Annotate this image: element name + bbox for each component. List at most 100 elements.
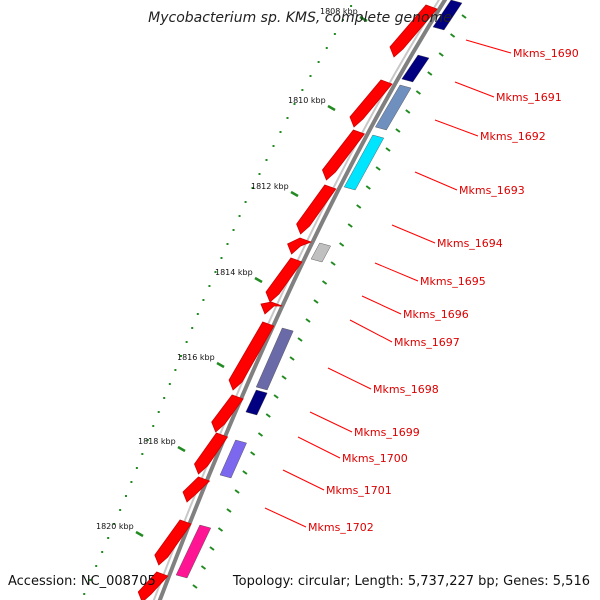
inner-tick [200,565,207,570]
kbp-tick [254,276,263,284]
inner-tick [289,356,295,361]
gene-leader-line [361,295,402,315]
gene-leader-line [309,411,353,433]
kbp-label: 1812 kbp [251,182,289,191]
gene-labels: Mkms_1690 Mkms_1691 Mkms_1692 Mkms_1693 Mkms… [264,39,579,534]
tick-dot [232,229,235,231]
inner-tick [209,546,215,551]
kbp-tick [359,15,368,23]
reverse-gene-block [401,54,430,83]
inner-tick [461,14,467,19]
inner-tick [273,394,279,399]
tick-dot [350,5,353,7]
forward-gene-arrow [296,184,337,235]
forward-gene-arrow [260,301,283,315]
inner-tick [297,337,303,342]
inner-tick [415,90,421,95]
topology-summary: Topology: circular; Length: 5,737,227 bp… [232,574,590,589]
forward-gene-arrow [321,129,366,181]
inner-tick [427,71,433,76]
tick-dot [333,33,336,35]
tick-dot [174,369,177,371]
forward-gene-arrow [211,394,244,433]
inner-tick [395,128,401,133]
reverse-gene-block [310,242,331,263]
tick-dot [309,75,312,77]
inner-tick [250,451,256,456]
forward-gene-arrow [182,476,211,503]
inner-tick [226,508,232,513]
tick-dots [83,5,353,595]
tick-dot [214,271,217,273]
forward-gene-arrow [349,79,393,128]
tick-dot [83,593,86,595]
inner-tick [347,223,353,228]
tick-dot [191,327,194,329]
forward-gene-arrow [154,519,192,566]
tick-dot [146,439,149,441]
tick-dot [226,243,229,245]
gene-label: Mkms_1702 [308,521,374,534]
tick-dot [220,257,223,259]
inner-tick [234,489,240,494]
gene-label: Mkms_1693 [459,184,525,197]
gene-leader-line [391,224,436,244]
reverse-gene-block [343,134,385,191]
gene-label: Mkms_1699 [354,426,420,439]
inner-tick [305,318,311,323]
reverse-gene-block [255,327,294,391]
tick-dot [202,299,205,301]
inner-tick [375,166,381,171]
tick-dot [317,61,320,63]
gene-label: Mkms_1697 [394,336,460,349]
inner-tick [313,299,319,304]
gene-leader-line [264,507,307,528]
tick-dot [244,201,247,203]
kbp-label: 1816 kbp [177,353,215,362]
tick-dot [258,173,261,175]
gene-leader-line [349,319,393,343]
inner-tick [281,375,287,380]
forward-gene-arrow [389,4,438,58]
gene-label: Mkms_1691 [496,91,562,104]
tick-dot [325,47,328,49]
kbp-label: 1818 kbp [138,437,176,446]
kbp-tick [135,530,144,538]
gene-leader-line [465,39,512,54]
gene-label: Mkms_1695 [420,275,486,288]
gene-leader-line [374,262,419,282]
forward-gene-arrow [137,571,169,600]
kbp-tick [290,190,299,198]
kbp-scale: 1808 kbp 1810 kbp 1812 kbp 1814 kbp 1816 kbp… [96,7,368,538]
reverse-gene-block [245,389,268,416]
tick-dot [168,383,171,385]
inner-tick [257,432,264,437]
kbp-tick [327,104,336,112]
forward-gene-arrow [287,237,313,255]
gene-leader-line [297,436,341,459]
tick-dot [163,397,166,399]
map-title: Mycobacterium sp. KMS, complete genome [148,10,452,26]
tick-dot [301,89,304,91]
inner-tick [330,261,336,266]
tick-dot [251,187,254,189]
tick-dot [152,425,155,427]
inner-tick [365,185,371,190]
forward-gene-arrow [194,432,229,475]
tick-dot [101,551,104,553]
kbp-label: 1820 kbp [96,522,134,531]
reverse-strand-genes [175,0,463,579]
gene-label: Mkms_1690 [513,47,579,60]
forward-gene-arrow [265,257,303,303]
gene-leader-line [414,171,458,191]
forward-strand-genes [137,4,438,600]
inner-tick [339,242,345,247]
gene-label: Mkms_1692 [480,130,546,143]
gene-label: Mkms_1696 [403,308,469,321]
tick-dot [286,117,289,119]
reverse-gene-block [175,524,212,579]
tick-dot [293,103,296,105]
gene-leader-line [434,119,479,137]
gene-label: Mkms_1694 [437,237,503,250]
kbp-tick [216,361,225,369]
